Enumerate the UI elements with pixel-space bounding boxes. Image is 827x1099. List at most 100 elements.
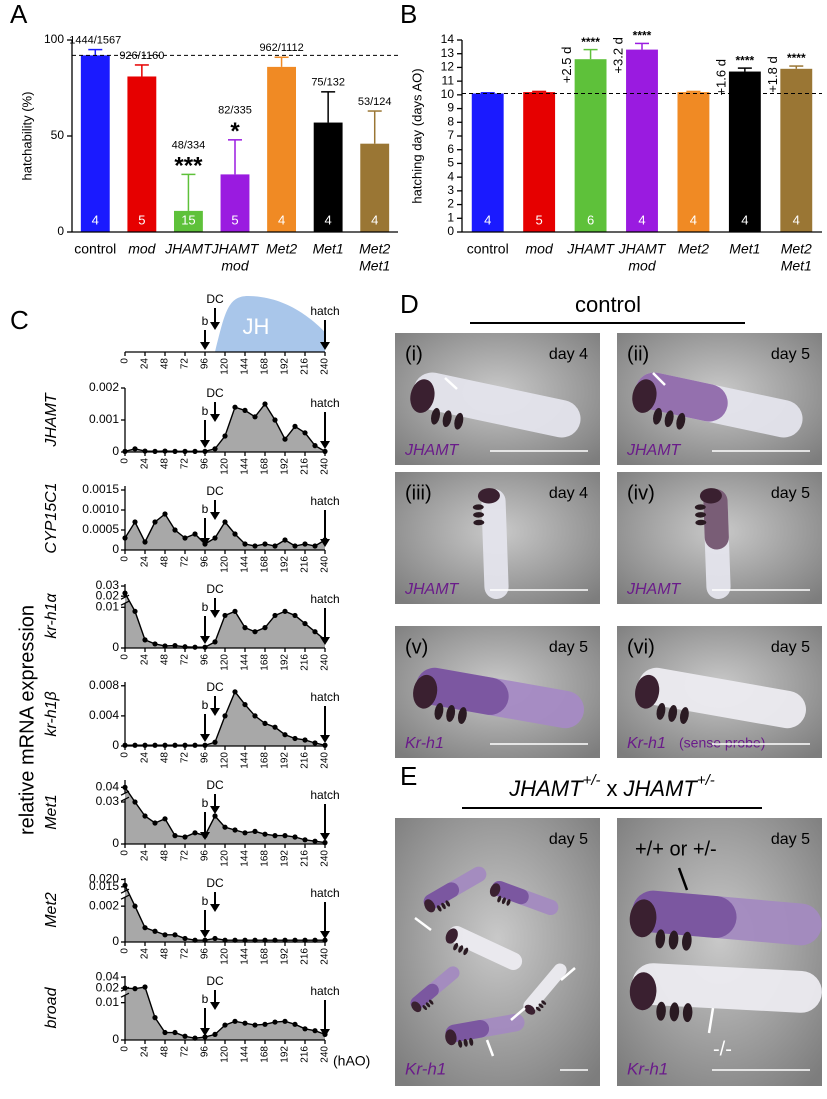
x-tick-label: 0 (120, 358, 131, 364)
point (242, 407, 248, 413)
y-tick-label: 12 (441, 60, 455, 74)
y-tick-label: 0.015 (89, 879, 119, 893)
x-tick-label: 168 (260, 556, 271, 573)
marker-arrowhead (200, 342, 210, 350)
x-tick-label: 48 (160, 948, 171, 960)
x-tick-label: 96 (200, 1046, 211, 1058)
marker-arrowhead (210, 708, 220, 716)
x-tick-label: 72 (180, 1046, 191, 1058)
larva-leg (463, 947, 469, 956)
y-tick-label: 0.01 (96, 995, 120, 1009)
larva-leg (472, 504, 484, 510)
x-tick-label: 192 (280, 850, 291, 867)
x-tick-label: 96 (200, 556, 211, 568)
larva-leg (695, 512, 707, 518)
marker-label: b (202, 992, 209, 1006)
larva-head (635, 674, 660, 709)
marker-label: hatch (310, 690, 339, 704)
panel-label: B (400, 0, 417, 29)
point (272, 724, 278, 730)
x-tick-label: 0 (120, 556, 131, 562)
category-label: Met2 (678, 241, 709, 257)
difference-label: +3.2 d (610, 37, 625, 74)
x-tick-label: 120 (220, 654, 231, 671)
point (292, 1021, 298, 1027)
gene-label: broad (43, 986, 60, 1028)
tile-day: day 4 (549, 485, 588, 502)
y-tick-label: 10 (441, 87, 455, 101)
x-tick-label: 96 (200, 358, 211, 370)
area (125, 885, 325, 942)
larva (445, 926, 523, 970)
point (312, 1028, 318, 1034)
x-tick-label: 120 (220, 948, 231, 965)
point (142, 984, 148, 990)
pointer-arrow (560, 967, 576, 981)
x-tick-label: 192 (280, 752, 291, 769)
y-tick-label: 0.0010 (82, 502, 119, 516)
y-tick-label: 0.0015 (82, 482, 119, 496)
significance: * (230, 118, 240, 145)
point (182, 834, 188, 840)
heading-part: +/- (697, 772, 715, 789)
y-tick-label: 0.02 (96, 588, 120, 602)
x-tick-label: 168 (260, 654, 271, 671)
point (232, 404, 238, 410)
marker-arrowhead (320, 1029, 330, 1037)
pointer-arrow (444, 377, 458, 390)
x-tick-label: 168 (260, 1046, 271, 1063)
x-tick-label: 48 (160, 358, 171, 370)
y-axis-label: hatchability (%) (19, 92, 34, 181)
y-tick-label: 5 (447, 156, 454, 170)
point (302, 430, 308, 436)
larva (410, 966, 460, 1013)
x-tick-label: 168 (260, 358, 271, 375)
bar (220, 174, 250, 232)
y-tick-label: 1 (447, 210, 454, 224)
point (242, 1020, 248, 1026)
bar (313, 122, 343, 232)
x-tick-label: 240 (320, 948, 331, 965)
point (162, 643, 168, 649)
count-label: 48/334 (172, 139, 206, 151)
point (132, 519, 138, 525)
tile-label: (vi) (627, 636, 655, 658)
difference-label: +1.8 d (765, 56, 780, 93)
tile-probe: Kr-h1 (405, 1059, 446, 1078)
category-label: mod (526, 241, 554, 257)
larva-leg (538, 1003, 544, 1009)
pointer-arrow (652, 372, 666, 386)
jh-label: JH (243, 314, 270, 339)
axis-break (120, 888, 130, 894)
marker-label: hatch (310, 886, 339, 900)
y-tick-label: 0.002 (89, 898, 119, 912)
marker-arrowhead (210, 806, 220, 814)
y-tick-label: 13 (441, 46, 455, 60)
marker-label: hatch (310, 304, 339, 318)
marker-label: DC (206, 680, 224, 694)
x-tick-label: 24 (140, 948, 151, 960)
marker-label: hatch (310, 494, 339, 508)
x-tick-label: 120 (220, 358, 231, 375)
point (312, 838, 318, 844)
point (242, 701, 248, 708)
point (302, 737, 308, 743)
x-tick-label: 192 (280, 458, 291, 475)
larva-leg (668, 705, 678, 722)
marker-label: b (202, 600, 209, 614)
significance: *** (174, 153, 203, 180)
point (182, 935, 188, 942)
larva-leg (655, 929, 666, 949)
point (252, 414, 258, 420)
point (132, 903, 138, 909)
x-tick-label: 48 (160, 654, 171, 666)
point (282, 537, 288, 543)
larva (413, 667, 584, 729)
x-tick-label: 96 (200, 654, 211, 666)
pointer-arrow (677, 867, 689, 891)
tile-day: day 5 (771, 485, 810, 502)
point (262, 831, 268, 837)
point (192, 830, 198, 836)
larva-leg (501, 897, 506, 905)
larva-leg (682, 931, 692, 951)
